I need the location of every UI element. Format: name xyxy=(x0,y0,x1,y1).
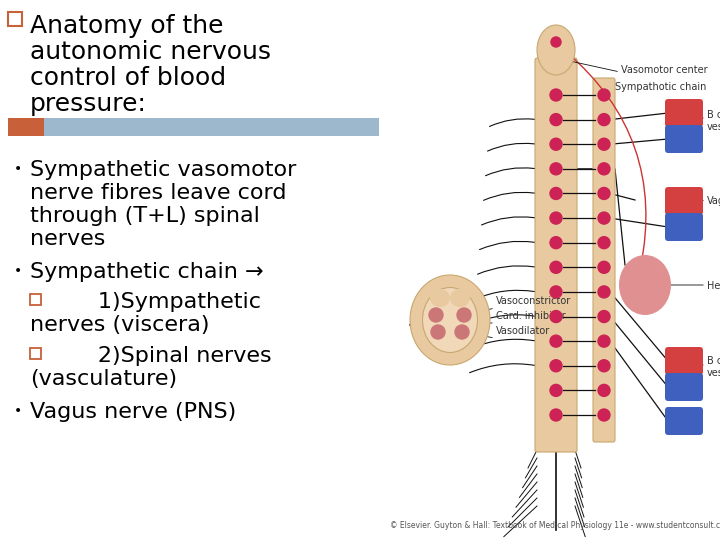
Circle shape xyxy=(550,310,562,322)
Text: 1)Sympathetic: 1)Sympathetic xyxy=(48,292,261,312)
Circle shape xyxy=(429,308,443,322)
Ellipse shape xyxy=(410,275,490,365)
Text: •: • xyxy=(14,264,22,278)
Circle shape xyxy=(550,360,562,372)
Text: •: • xyxy=(14,404,22,418)
Circle shape xyxy=(550,163,562,175)
Circle shape xyxy=(598,89,610,101)
Ellipse shape xyxy=(430,289,450,307)
Ellipse shape xyxy=(423,287,477,353)
Circle shape xyxy=(598,384,610,396)
Text: B cod
vessels: B cod vessels xyxy=(707,356,720,377)
Circle shape xyxy=(550,335,562,347)
Circle shape xyxy=(598,138,610,150)
FancyBboxPatch shape xyxy=(665,99,703,127)
Text: control of blood: control of blood xyxy=(30,66,226,90)
Circle shape xyxy=(455,325,469,339)
Circle shape xyxy=(598,261,610,273)
Circle shape xyxy=(550,113,562,126)
FancyBboxPatch shape xyxy=(535,58,577,452)
Circle shape xyxy=(598,310,610,322)
Circle shape xyxy=(551,37,561,47)
FancyBboxPatch shape xyxy=(8,118,44,136)
FancyBboxPatch shape xyxy=(665,407,703,435)
Circle shape xyxy=(598,237,610,249)
Text: through (T+L) spinal: through (T+L) spinal xyxy=(30,206,260,226)
Text: Sympathetic vasomotor: Sympathetic vasomotor xyxy=(30,160,297,180)
Text: 2)Spinal nerves: 2)Spinal nerves xyxy=(48,346,271,366)
FancyBboxPatch shape xyxy=(665,125,703,153)
Circle shape xyxy=(550,187,562,199)
Text: Vasoconstrictor: Vasoconstrictor xyxy=(496,296,571,306)
Circle shape xyxy=(598,212,610,224)
Circle shape xyxy=(550,261,562,273)
Text: Card. inhibitor: Card. inhibitor xyxy=(496,311,566,321)
Text: © Elsevier. Guyton & Hall: Textbook of Medical Physiology 11e - www.studentconsu: © Elsevier. Guyton & Hall: Textbook of M… xyxy=(390,521,720,530)
Circle shape xyxy=(598,335,610,347)
Ellipse shape xyxy=(537,25,575,75)
FancyBboxPatch shape xyxy=(665,373,703,401)
Circle shape xyxy=(598,187,610,199)
Circle shape xyxy=(598,113,610,126)
Circle shape xyxy=(598,409,610,421)
Text: (vasculature): (vasculature) xyxy=(30,369,177,389)
Circle shape xyxy=(550,89,562,101)
Text: nerve fibres leave cord: nerve fibres leave cord xyxy=(30,183,287,203)
Circle shape xyxy=(598,163,610,175)
Circle shape xyxy=(457,308,471,322)
Circle shape xyxy=(431,325,445,339)
Text: •: • xyxy=(14,162,22,176)
Text: Vagus: Vagus xyxy=(707,196,720,206)
Text: autonomic nervous: autonomic nervous xyxy=(30,40,271,64)
Text: Vasodilator: Vasodilator xyxy=(496,326,550,336)
Text: nerves: nerves xyxy=(30,229,105,249)
FancyBboxPatch shape xyxy=(665,213,703,241)
Circle shape xyxy=(550,237,562,249)
Text: Anatomy of the: Anatomy of the xyxy=(30,14,223,38)
Circle shape xyxy=(598,360,610,372)
Text: B cod
vessels: B cod vessels xyxy=(707,110,720,132)
FancyBboxPatch shape xyxy=(593,78,615,442)
Ellipse shape xyxy=(450,289,470,307)
Circle shape xyxy=(598,286,610,298)
FancyBboxPatch shape xyxy=(665,187,703,215)
Text: Heart: Heart xyxy=(707,281,720,291)
Text: Sympathetic chain →: Sympathetic chain → xyxy=(30,262,264,282)
Circle shape xyxy=(550,212,562,224)
Text: Vasomotor center: Vasomotor center xyxy=(621,65,708,75)
Text: Vagus nerve (PNS): Vagus nerve (PNS) xyxy=(30,402,236,422)
FancyBboxPatch shape xyxy=(665,347,703,375)
Text: nerves (viscera): nerves (viscera) xyxy=(30,315,210,335)
FancyBboxPatch shape xyxy=(44,118,379,136)
Circle shape xyxy=(550,384,562,396)
Text: Sympathotic chain: Sympathotic chain xyxy=(615,82,706,92)
Circle shape xyxy=(550,138,562,150)
Circle shape xyxy=(550,286,562,298)
Circle shape xyxy=(550,409,562,421)
Ellipse shape xyxy=(619,255,671,315)
Text: pressure:: pressure: xyxy=(30,92,147,116)
